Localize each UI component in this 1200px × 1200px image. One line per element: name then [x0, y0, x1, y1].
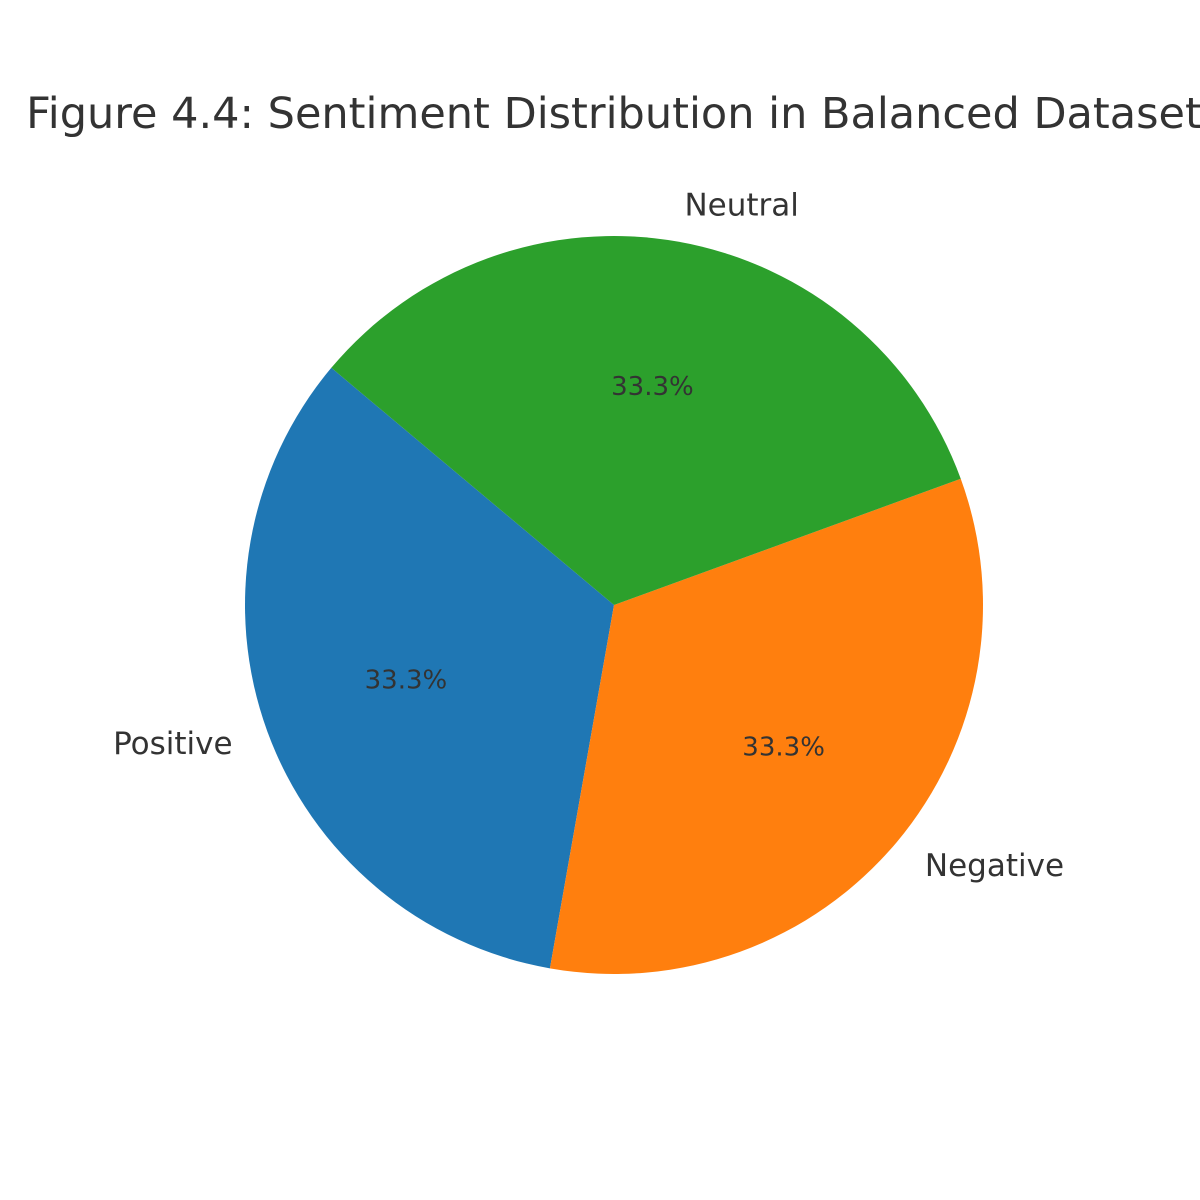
pie-slices	[244, 235, 983, 974]
slice-label-positive: Positive	[113, 726, 233, 762]
pct-label-neutral: 33.3%	[611, 372, 694, 402]
pie-slice-positive	[244, 367, 614, 969]
pct-label-negative: 33.3%	[742, 732, 825, 762]
slice-label-negative: Negative	[925, 848, 1064, 884]
chart-title: Figure 4.4: Sentiment Distribution in Ba…	[26, 89, 1200, 139]
pie-slice-neutral	[331, 235, 961, 605]
pie-labels: Positive 33.3% Negative 33.3% Neutral 33.3%	[113, 187, 1064, 884]
pct-label-positive: 33.3%	[365, 666, 448, 696]
slice-label-neutral: Neutral	[684, 187, 798, 223]
pie-slice-negative	[549, 478, 983, 974]
